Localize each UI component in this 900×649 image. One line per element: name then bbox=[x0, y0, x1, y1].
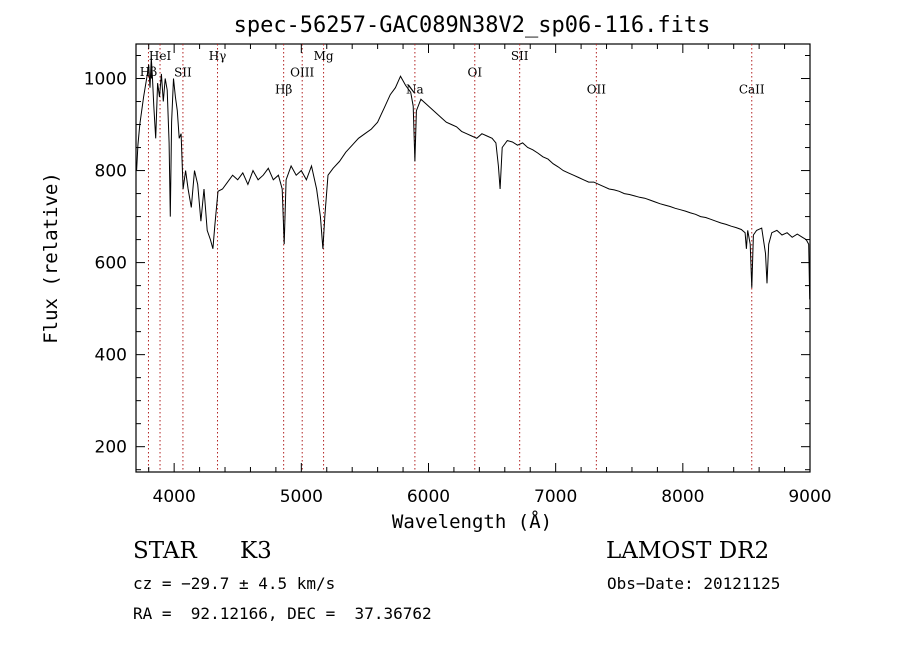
y-axis: 200 400 600 800 1000 bbox=[84, 55, 810, 471]
y-tick-label: 200 bbox=[95, 438, 127, 458]
line-label-6: Mg bbox=[314, 49, 334, 63]
redshift-readout: cz = −29.7 ± 4.5 km/s bbox=[133, 574, 336, 593]
y-tick-label: 800 bbox=[95, 162, 127, 182]
x-axis-label: Wavelength (Å) bbox=[392, 510, 552, 533]
line-label-9: SII bbox=[511, 49, 529, 63]
x-tick-label: 9000 bbox=[788, 487, 831, 507]
coordinates-readout: RA = 92.12166, DEC = 37.36762 bbox=[133, 604, 432, 623]
plot-frame bbox=[135, 43, 811, 473]
line-label-0: Hβ bbox=[140, 65, 157, 79]
x-axis: 4000 5000 6000 7000 8000 9000 bbox=[148, 44, 832, 507]
line-label-8: OI bbox=[467, 66, 482, 80]
y-tick-label: 1000 bbox=[84, 70, 127, 90]
x-tick-label: 5000 bbox=[280, 487, 323, 507]
y-tick-label: 400 bbox=[95, 346, 127, 366]
x-tick-label: 6000 bbox=[407, 487, 450, 507]
object-class: STAR bbox=[133, 538, 197, 564]
line-label-10: OII bbox=[587, 83, 607, 97]
spectrum-line bbox=[136, 57, 811, 300]
x-tick-label: 8000 bbox=[661, 487, 704, 507]
line-label-1: HeI bbox=[149, 49, 172, 63]
survey-name: LAMOST DR2 bbox=[606, 538, 770, 564]
line-label-5: OIII bbox=[290, 66, 314, 80]
x-tick-label: 7000 bbox=[534, 487, 577, 507]
x-tick-label: 4000 bbox=[153, 487, 196, 507]
line-label-4: Hβ bbox=[275, 83, 292, 97]
chart-title: spec-56257-GAC089N38V2_sp06-116.fits bbox=[234, 13, 711, 38]
line-label-2: SII bbox=[174, 66, 192, 80]
line-label-11: CaII bbox=[739, 83, 765, 97]
line-label-3: Hγ bbox=[209, 49, 227, 63]
observation-date: Obs−Date: 20121125 bbox=[607, 574, 781, 593]
y-tick-label: 600 bbox=[95, 254, 127, 274]
y-axis-label: Flux (relative) bbox=[40, 172, 62, 344]
object-subclass: K3 bbox=[240, 538, 272, 564]
spectral-line-markers bbox=[147, 44, 753, 472]
